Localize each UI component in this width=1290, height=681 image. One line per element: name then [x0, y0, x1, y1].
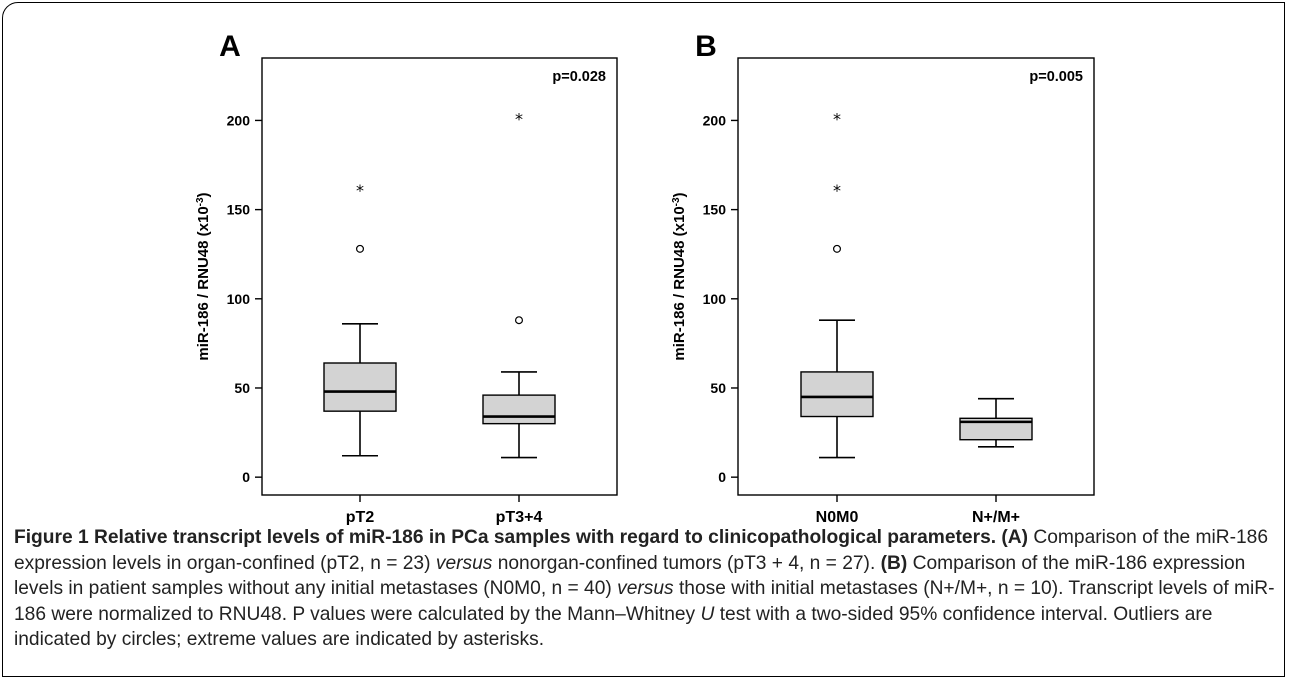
x-category-label: N+/M+	[972, 509, 1020, 525]
panel-label: A	[219, 30, 241, 63]
caption-text-b1: Comparison of the miR-186 expression lev…	[14, 552, 1246, 600]
y-axis-title: miR-186 / RNU48 (x10-3)	[671, 192, 688, 360]
iqr-box	[959, 417, 1033, 441]
panel-b: Bp=0.005 0 50 100 150 200 miR-186 / RNU48 (x10…	[671, 30, 1095, 525]
y-tick-label: 150	[703, 202, 727, 218]
y-tick-label: 100	[703, 291, 727, 307]
figure-caption: Figure 1 Relative transcript levels of m…	[14, 525, 1280, 653]
caption-text-a2: nonorgan-confined tumors (pT3 + 4, n = 2…	[497, 552, 876, 574]
y-tick-label: 50	[710, 380, 726, 396]
y-tick-label: 0	[242, 469, 250, 485]
plot-frame	[261, 57, 618, 496]
x-category-label: N0M0	[816, 509, 859, 525]
panel-label: B	[695, 30, 717, 63]
caption-versus-1: versus	[435, 552, 493, 574]
figure-charts: Ap=0.028 0 50 100 150 200 miR-186 / RNU48 (x10…	[195, 30, 1095, 525]
y-tick-label: 200	[227, 112, 251, 128]
iqr-box	[323, 362, 397, 412]
y-tick-label: 150	[227, 202, 251, 218]
p-value-label: p=0.028	[552, 69, 606, 85]
y-tick-label: 200	[703, 112, 727, 128]
caption-label-a: (A)	[1001, 527, 1029, 548]
extreme-point: *	[356, 181, 364, 200]
box-pt3-4: pT3+4 *	[482, 110, 556, 525]
caption-text-a1: Comparison of the miR-186 expression lev…	[14, 527, 1269, 574]
extreme-point: *	[515, 110, 523, 129]
outlier-point	[832, 244, 841, 253]
extreme-point: *	[833, 110, 841, 129]
caption-text-c: test with a two-sided 95% confidence int…	[14, 603, 1213, 651]
y-tick-label: 100	[227, 291, 251, 307]
panel-a: Ap=0.028 0 50 100 150 200 miR-186 / RNU48 (x10…	[195, 30, 618, 525]
x-category-label: pT3+4	[496, 509, 543, 525]
caption-label-b: (B)	[880, 552, 908, 574]
y-axis-title: miR-186 / RNU48 (x10-3)	[195, 192, 212, 360]
plot-frame	[737, 57, 1095, 496]
caption-text-b2: those with initial metastases (N+/M+, n …	[14, 578, 1275, 625]
caption-u-symbol: U	[700, 603, 715, 625]
outlier-point	[514, 316, 523, 325]
p-value-label: p=0.005	[1029, 69, 1083, 85]
box-n0m0: N0M0 * *	[800, 110, 874, 525]
box-n-m-: N+/M+	[959, 397, 1033, 525]
caption-title: Figure 1 Relative transcript levels of m…	[14, 527, 997, 548]
iqr-box	[800, 371, 874, 418]
y-tick-label: 50	[234, 380, 250, 396]
outlier-point	[356, 244, 365, 253]
caption-versus-2: versus	[617, 578, 674, 599]
y-tick-label: 0	[718, 469, 726, 485]
x-category-label: pT2	[346, 509, 375, 525]
extreme-point: *	[833, 181, 841, 200]
iqr-box	[482, 394, 556, 425]
box-pt2: pT2 *	[323, 181, 397, 525]
